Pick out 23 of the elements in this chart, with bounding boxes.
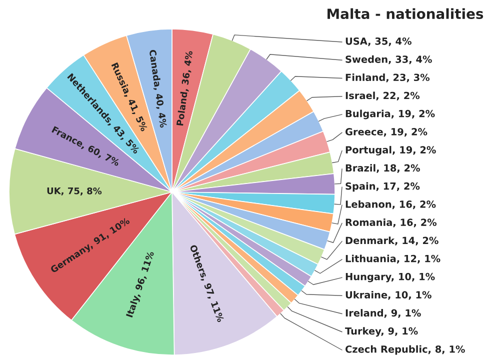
- slice-label: UK, 75, 8%: [47, 187, 102, 196]
- slice-label: USA, 35, 4%: [346, 37, 412, 46]
- slice-label: Turkey, 9, 1%: [345, 327, 418, 337]
- slice-label: Romania, 16, 2%: [346, 218, 437, 228]
- slice-label: Greece, 19, 2%: [345, 128, 428, 137]
- slice-label: Spain, 17, 2%: [346, 182, 420, 192]
- slice-label: Brazil, 18, 2%: [346, 164, 420, 173]
- slice-label: Israel, 22, 2%: [346, 92, 420, 100]
- slice-label: Canada, 40, 4%: [148, 50, 168, 128]
- slice-label: Ireland, 9, 1%: [346, 309, 421, 318]
- slice-label: Bulgaria, 19, 2%: [346, 110, 435, 120]
- slice-label: Poland, 36, 4%: [176, 50, 194, 126]
- slice-label: Ukraine, 10, 1%: [346, 290, 432, 300]
- slice-label: Denmark, 14, 2%: [346, 236, 438, 246]
- slice-label: Portugal, 19, 2%: [346, 146, 436, 156]
- slice-label: Hungary, 10, 1%: [346, 272, 435, 282]
- slice-label: Sweden, 33, 4%: [346, 55, 432, 64]
- chart-title: Malta - nationalities: [328, 8, 484, 20]
- slice-label: Lithuania, 12, 1%: [346, 254, 440, 264]
- slice-label: Finland, 23, 3%: [346, 74, 430, 82]
- slice-label: Italy, 96, 11%: [126, 250, 156, 318]
- slice-label: Lebanon, 16, 2%: [346, 200, 436, 210]
- slice-label: Czech Republic, 8, 1%: [345, 345, 465, 355]
